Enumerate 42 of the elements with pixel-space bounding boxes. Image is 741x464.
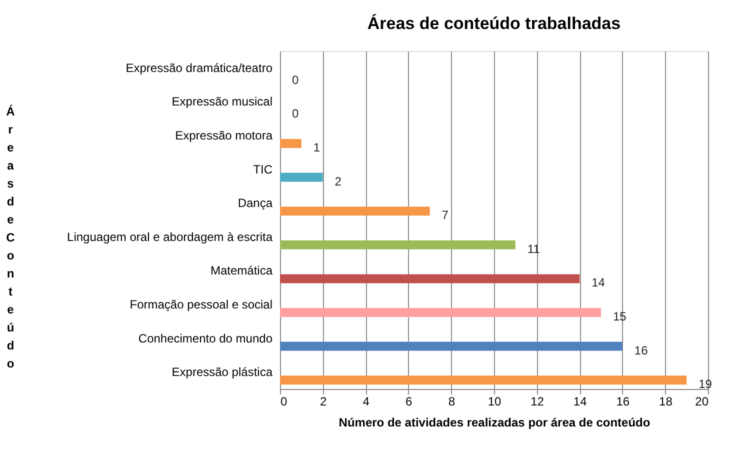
data-label: 19	[698, 377, 712, 392]
y-tick-label: Dança	[238, 196, 273, 210]
data-label: 0	[292, 72, 299, 87]
y-tick-label: Expressão plástica	[172, 365, 273, 380]
x-tick-label: 0	[280, 394, 288, 408]
bar	[280, 308, 601, 317]
x-tick-label: 6	[406, 394, 413, 408]
bar	[280, 139, 302, 148]
bar	[280, 172, 323, 182]
bar	[280, 376, 687, 385]
y-tick-label: Linguagem oral e abordagem à escrita	[67, 230, 273, 244]
y-tick-label: TIC	[253, 162, 273, 176]
bar	[280, 206, 430, 216]
x-tick-label: 2	[320, 394, 327, 408]
x-tick-label: 16	[616, 394, 630, 408]
data-label: 14	[592, 276, 606, 290]
x-tick-label: 4	[362, 394, 370, 408]
x-tick-label: 10	[488, 394, 502, 408]
x-tick-label: 18	[659, 394, 673, 408]
x-tick-label: 20	[695, 394, 709, 408]
y-tick-label: Expressão motora	[175, 128, 273, 142]
x-tick-label: 12	[530, 394, 544, 408]
data-label: 16	[634, 343, 648, 358]
y-tick-label: Conhecimento do mundo	[138, 331, 273, 346]
data-label: 2	[334, 174, 342, 188]
y-tick-label: Expressão musical	[172, 94, 272, 109]
data-label: 7	[442, 208, 449, 222]
y-tick-label: Formação pessoal e social	[130, 298, 272, 312]
bar	[280, 342, 622, 351]
chart-title: Áreas de conteúdo trabalhadas	[367, 13, 621, 33]
data-label: 0	[292, 106, 299, 121]
x-axis-title: Número de atividades realizadas por área de conteúdo	[338, 416, 650, 430]
bar	[280, 274, 580, 284]
text: Áreas de Conteúdo	[6, 104, 15, 370]
data-label: 15	[613, 310, 627, 324]
x-tick-label: 14	[573, 394, 588, 408]
y-tick-label: Matemática	[210, 264, 273, 278]
bar	[280, 240, 516, 250]
data-label: 11	[527, 242, 540, 256]
x-tick-label: 8	[448, 394, 456, 408]
y-tick-label: Expressão dramática/teatro	[126, 60, 273, 75]
data-label: 1	[313, 140, 320, 154]
